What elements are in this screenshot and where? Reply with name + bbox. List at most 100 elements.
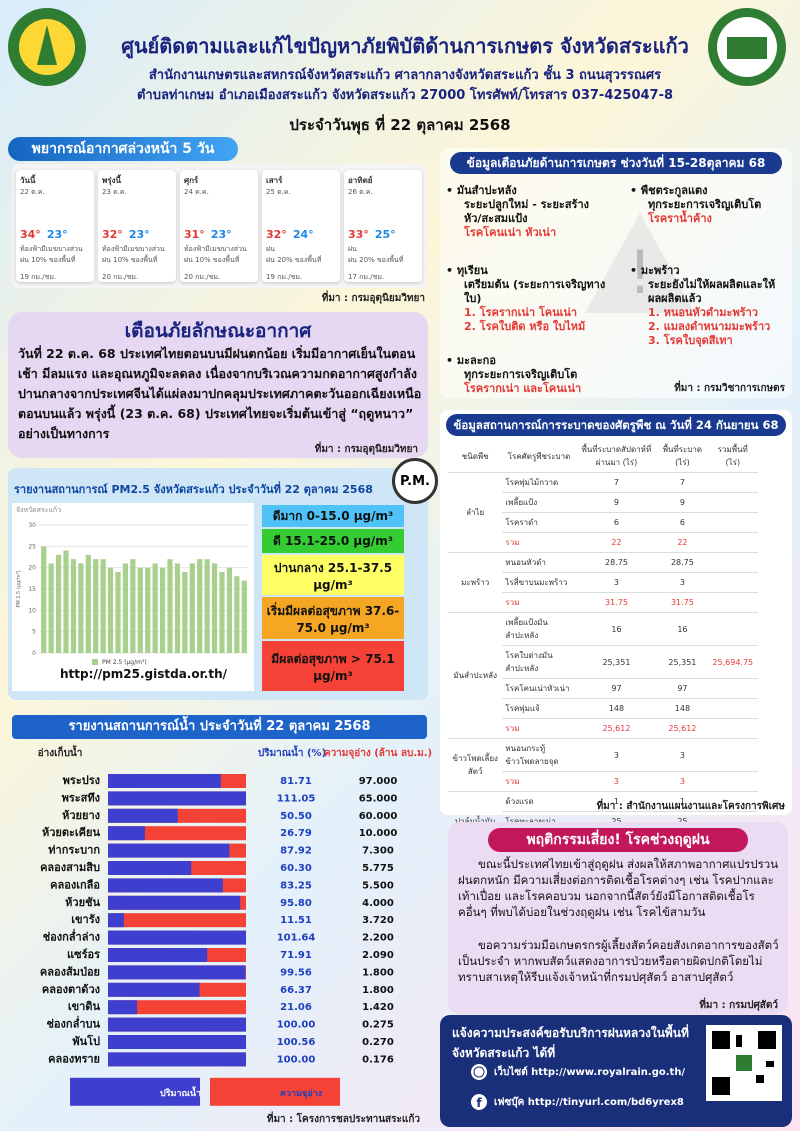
area-cell: 25,351 bbox=[575, 645, 658, 679]
legend-label: PM 2.5 (µg/m³) bbox=[102, 659, 147, 666]
rain-facebook[interactable]: เฟซบุ๊ค http://tinyurl.com/bd6yrex8 bbox=[494, 1097, 684, 1108]
capacity: 65.000 bbox=[359, 793, 398, 804]
svg-text:!: ! bbox=[628, 238, 652, 308]
volume-bar bbox=[108, 913, 124, 928]
temp-high: 32° bbox=[102, 228, 123, 241]
volume-pct: 26.79 bbox=[280, 828, 312, 839]
bar bbox=[137, 567, 143, 653]
risk-text: ขณะนี้ประเทศไทยเข้าสู่ฤดูฝน ส่งผลให้สภาพ… bbox=[458, 857, 779, 919]
total-cell bbox=[707, 678, 758, 699]
pest-cell: โรคโคนเน่าหัวเน่า bbox=[502, 678, 576, 699]
reservoir-name: ห้วยยาง bbox=[62, 809, 100, 822]
header-cell: รวมพื้นที่ (ไร่) bbox=[707, 440, 758, 473]
sum-row: รวม 3 3 bbox=[448, 771, 758, 792]
day: พรุ่งนี้ bbox=[102, 176, 121, 185]
rain-chance: ฝน 10% ของพื้นที่ bbox=[184, 256, 240, 264]
bar bbox=[167, 559, 173, 653]
sky: ท้องฟ้ามีเมฆบางส่วน bbox=[102, 245, 165, 253]
row: โรคโคนเน่าหัวเน่า 97 97 bbox=[448, 678, 758, 699]
agri-item: • ทุเรียน เตรียมต้น (ระยะการเจริญทางใบ) 1.… bbox=[446, 264, 606, 334]
pm-level: ดีมาก 0-15.0 µg/m³ bbox=[262, 505, 404, 527]
header-cell: พื้นที่ระบาดสัปดาห์ที่ผ่านมา (ไร่) bbox=[575, 440, 658, 473]
y-tick-label: 30 bbox=[28, 522, 36, 529]
bar bbox=[197, 559, 203, 653]
pest-panel: ข้อมูลสถานการณ์การระบาดของศัตรูพืช ณ วัน… bbox=[440, 410, 792, 852]
capacity: 7.300 bbox=[362, 846, 394, 857]
crop-cell: มะพร้าว bbox=[448, 552, 503, 613]
bar bbox=[234, 576, 240, 653]
header-address: ตำบลท่าเกษม อำเภอเมืองสระแก้ว จังหวัดสระ… bbox=[136, 88, 674, 103]
row: ไรสี่ขาบนมะพร้าว 3 3 bbox=[448, 572, 758, 593]
capacity: 3.720 bbox=[362, 915, 394, 926]
volume-pct: 50.50 bbox=[280, 811, 312, 822]
agri-panel: ! ข้อมูลเตือนภัยด้านการเกษตร ช่วงวันที่ … bbox=[440, 148, 792, 398]
total-cell bbox=[707, 572, 758, 593]
agri-item: • มะละกอ ทุกระยะการเจริญเติบโต โรครากเน่า … bbox=[446, 354, 676, 396]
temp-low: 23° bbox=[210, 228, 232, 241]
legend-swatch bbox=[210, 1077, 340, 1106]
row: มันสำปะหลัง เพลี้ยแป้งมันสำปะหลัง 16 16 bbox=[448, 612, 758, 739]
volume-bar bbox=[108, 1000, 138, 1015]
crop-cell: มันสำปะหลัง bbox=[448, 612, 503, 739]
capacity: 0.270 bbox=[362, 1037, 394, 1048]
volume-bar bbox=[108, 843, 230, 858]
volume-pct: 81.71 bbox=[280, 776, 312, 787]
wind: 20 กม./ชม. bbox=[184, 273, 221, 281]
pm-level: ดี 15.1-25.0 µg/m³ bbox=[262, 529, 404, 553]
bar bbox=[115, 571, 121, 653]
sum-cell: 22 bbox=[575, 532, 658, 553]
bar bbox=[219, 571, 225, 653]
forecast-card: ศุกร์ 24 ต.ค. 31° 23° ท้องฟ้ามีเมฆบางส่วน ฝน … bbox=[180, 170, 258, 282]
sum-cell: 31.75 bbox=[575, 592, 658, 613]
volume-bar bbox=[108, 1035, 246, 1049]
agri-item: • มะพร้าว ระยะยังไม่ให้ผลผลิตและให้ผลผลิต… bbox=[630, 264, 790, 348]
source: ที่มา : กรมวิชาการเกษตร bbox=[674, 383, 785, 394]
area-cell: 25,351 bbox=[657, 645, 708, 679]
volume-pct: 100.00 bbox=[277, 1020, 316, 1031]
y-tick-label: 20 bbox=[28, 565, 36, 572]
pm-badge: P.M. bbox=[392, 458, 438, 504]
pest-cell: โรคใบด่างมันสำปะหลัง bbox=[502, 645, 576, 679]
header-row: ชนิดพืช โรคศัตรูพืชระบาด พื้นที่ระบาดสัปดา… bbox=[448, 440, 758, 473]
y-tick-label: 0 bbox=[32, 650, 36, 657]
total-cell: 25,694.75 bbox=[707, 645, 758, 679]
pm-url: http://pm25.gistda.or.th/ bbox=[60, 667, 240, 681]
sum-cell: 31.75 bbox=[657, 592, 708, 613]
table: ชนิดพืช โรคศัตรูพืชระบาด พื้นที่ระบาดสัปดา… bbox=[448, 440, 758, 852]
reservoir-name: พันโป bbox=[72, 1034, 100, 1048]
capacity: 60.000 bbox=[359, 811, 398, 822]
agri-item: • มันสำปะหลัง ระยะปลูกใหม่ - ระยะสร้างหัว… bbox=[446, 184, 606, 240]
capacity: 5.775 bbox=[362, 863, 394, 874]
rain-chance: ฝน 20% ของพื้นที่ bbox=[266, 256, 322, 264]
day: เสาร์ bbox=[266, 176, 283, 185]
area-cell: 9 bbox=[657, 492, 708, 513]
wind: 17 กม./ชม. bbox=[348, 273, 385, 281]
area-cell: 3 bbox=[657, 572, 708, 593]
crop: • มะพร้าว bbox=[630, 264, 680, 277]
legend-label: ปริมาณน้ำ bbox=[160, 1086, 201, 1099]
header-title: ศูนย์ติดตามและแก้ไขปัญหาภัยพิบัติด้านการ… bbox=[121, 34, 689, 58]
forecast-card: อาทิตย์ 26 ต.ค. 33° 25° ฝน ฝน 20% ของพื้นที่ 1… bbox=[344, 170, 422, 282]
volume-pct: 100.56 bbox=[277, 1037, 316, 1048]
y-tick-label: 10 bbox=[28, 607, 36, 614]
pest-cell: โรคพุ่มแจ้ bbox=[502, 698, 576, 719]
reservoir-name: คลองส้มป่อย bbox=[40, 965, 100, 978]
reservoir-name: ช่องกล่ำล่าง bbox=[43, 929, 100, 944]
bar bbox=[85, 554, 91, 653]
wind: 19 กม./ชม. bbox=[20, 273, 57, 281]
capacity-track bbox=[108, 1000, 246, 1015]
reservoir-name: ท่ากระบาก bbox=[48, 844, 100, 857]
rain-website[interactable]: เว็บไซต์ http://www.royalrain.go.th/ bbox=[494, 1067, 686, 1078]
capacity: 10.000 bbox=[359, 828, 398, 839]
crop-cell: ลำไย bbox=[448, 472, 503, 553]
total-cell bbox=[707, 791, 758, 812]
pm-title: รายงานสถานการณ์ PM2.5 จังหวัดสระแก้ว ประ… bbox=[14, 483, 373, 496]
total-cell bbox=[707, 612, 758, 646]
agri-title: ข้อมูลเตือนภัยด้านการเกษตร ช่วงวันที่ 15… bbox=[450, 152, 782, 174]
warning-body: วันที่ 22 ต.ค. 68 ประเทศไทยตอนบนมีฝนตกน้… bbox=[18, 346, 422, 441]
capacity: 2.090 bbox=[362, 950, 394, 961]
sum-label: รวม bbox=[502, 532, 576, 553]
wind: 19 กม./ชม. bbox=[266, 273, 303, 281]
